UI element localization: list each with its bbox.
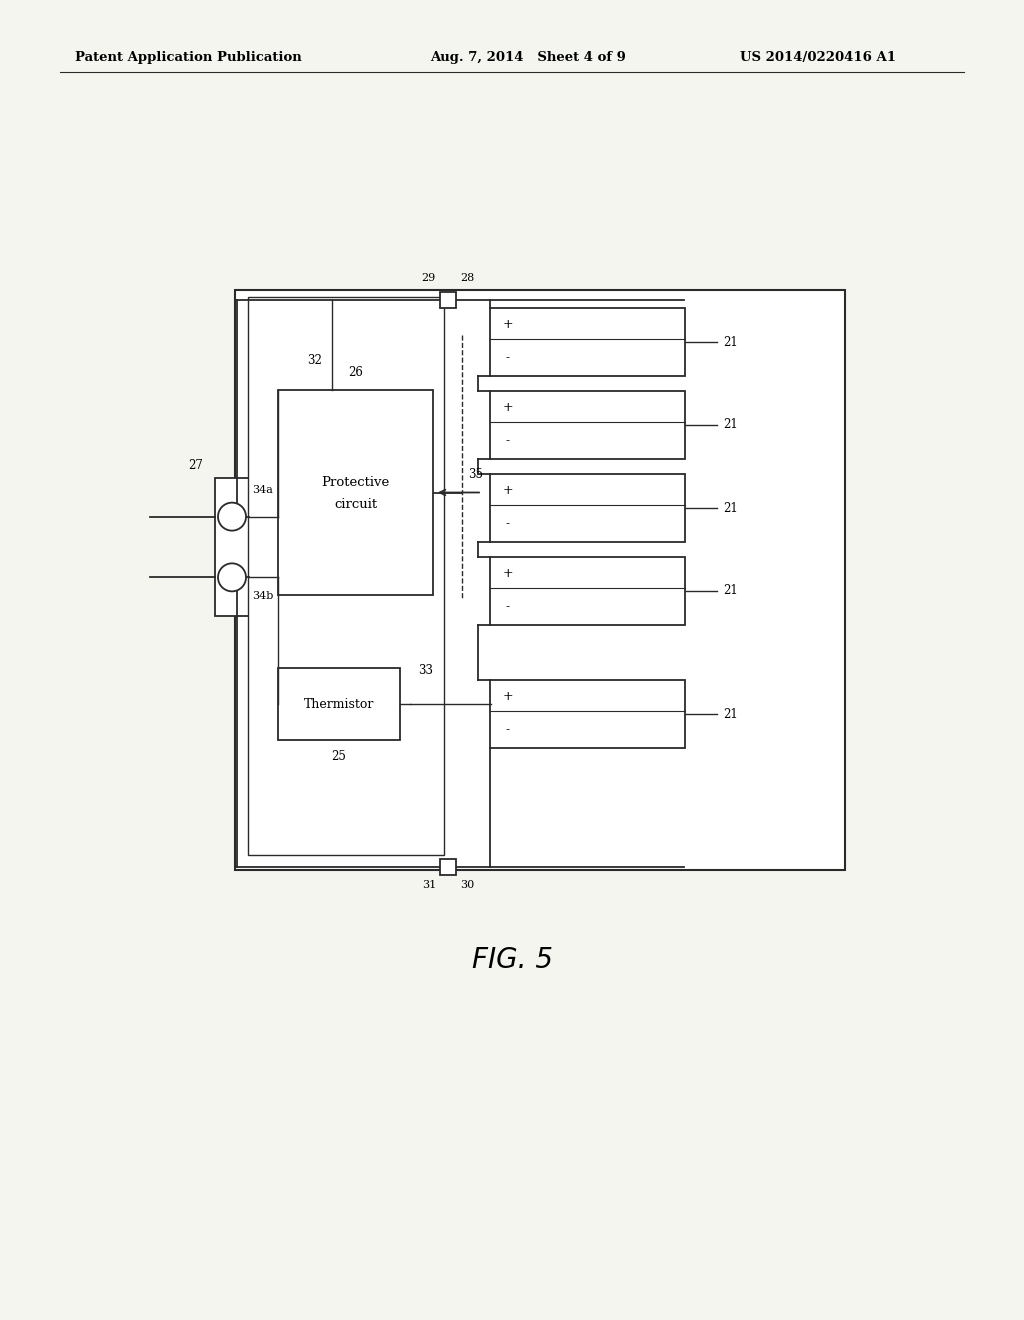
Text: 21: 21: [723, 335, 737, 348]
Text: -: -: [506, 517, 510, 531]
Text: 34a: 34a: [252, 484, 272, 495]
Text: +: +: [503, 401, 513, 414]
Bar: [278, 668, 400, 741]
Bar: [490, 308, 685, 376]
Text: Patent Application Publication: Patent Application Publication: [75, 51, 302, 65]
Bar: [440, 859, 456, 875]
Text: 35: 35: [468, 469, 483, 480]
Text: 21: 21: [723, 418, 737, 432]
Text: 25: 25: [332, 750, 346, 763]
Bar: [234, 290, 845, 870]
Text: -: -: [506, 601, 510, 612]
Text: 29: 29: [422, 273, 436, 282]
Bar: [490, 391, 685, 459]
Text: 26: 26: [348, 366, 362, 379]
Text: 33: 33: [418, 664, 433, 676]
Text: +: +: [503, 566, 513, 579]
Text: US 2014/0220416 A1: US 2014/0220416 A1: [740, 51, 896, 65]
Text: 21: 21: [723, 708, 737, 721]
Text: Aug. 7, 2014   Sheet 4 of 9: Aug. 7, 2014 Sheet 4 of 9: [430, 51, 626, 65]
Text: Protective: Protective: [322, 477, 389, 488]
Text: FIG. 5: FIG. 5: [471, 946, 553, 974]
Text: -: -: [506, 723, 510, 737]
Bar: [278, 389, 433, 595]
Text: 27: 27: [188, 459, 203, 473]
Bar: [490, 557, 685, 624]
Text: -: -: [506, 351, 510, 364]
Text: 32: 32: [307, 354, 323, 367]
Bar: [490, 474, 685, 543]
Text: circuit: circuit: [334, 498, 377, 511]
Circle shape: [218, 503, 246, 531]
Bar: [440, 292, 456, 308]
Text: +: +: [503, 690, 513, 702]
Text: +: +: [503, 484, 513, 496]
Text: 21: 21: [723, 502, 737, 515]
Text: -: -: [506, 434, 510, 447]
Text: 28: 28: [460, 273, 474, 282]
Circle shape: [218, 564, 246, 591]
Bar: [490, 680, 685, 748]
Text: 34b: 34b: [252, 591, 273, 602]
Text: +: +: [503, 318, 513, 331]
Bar: [248, 297, 444, 855]
Text: 30: 30: [460, 880, 474, 890]
Bar: [215, 478, 249, 616]
Text: 21: 21: [723, 585, 737, 598]
Text: Thermistor: Thermistor: [304, 697, 374, 710]
Text: 31: 31: [422, 880, 436, 890]
